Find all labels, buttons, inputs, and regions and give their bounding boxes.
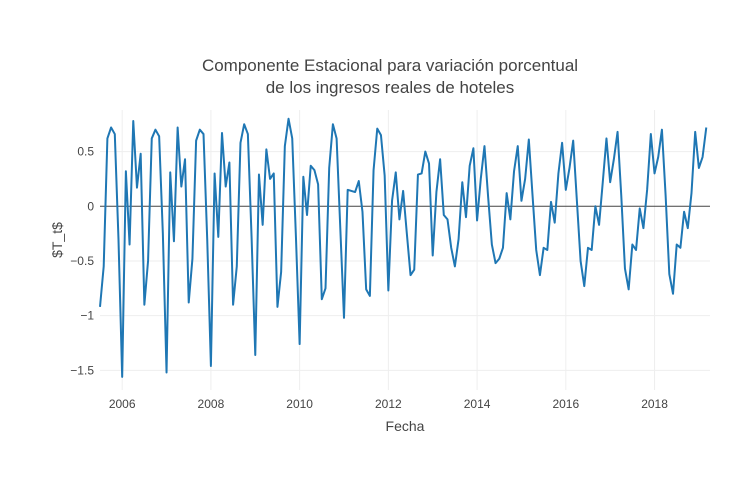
- grid-lines: [100, 110, 710, 390]
- y-tick-label: 0: [87, 199, 94, 213]
- x-tick-label: 2016: [552, 397, 579, 411]
- x-tick-label: 2014: [464, 397, 491, 411]
- y-tick-label: 0.5: [77, 145, 94, 159]
- x-tick-label: 2006: [109, 397, 136, 411]
- y-axis-label: $T_t$: [49, 222, 65, 258]
- series-line: [99, 117, 708, 378]
- x-tick-label: 2012: [375, 397, 402, 411]
- x-tick-label: 2018: [641, 397, 668, 411]
- x-tick-label: 2008: [198, 397, 225, 411]
- y-tick-label: −1.5: [70, 363, 94, 377]
- chart-title-line-2: de los ingresos reales de hoteles: [266, 78, 515, 97]
- chart-title-line-1: Componente Estacional para variación por…: [202, 56, 578, 75]
- x-axis-label: Fecha: [386, 418, 425, 434]
- y-tick-label: −1: [80, 309, 94, 323]
- series-layer: [99, 117, 708, 378]
- y-tick-labels: −1.5 −1 −0.5 0 0.5: [70, 145, 94, 378]
- x-tick-label: 2010: [286, 397, 313, 411]
- x-tick-labels: 2006 2008 2010 2012 2014 2016 2018: [109, 397, 668, 411]
- y-tick-label: −0.5: [70, 254, 94, 268]
